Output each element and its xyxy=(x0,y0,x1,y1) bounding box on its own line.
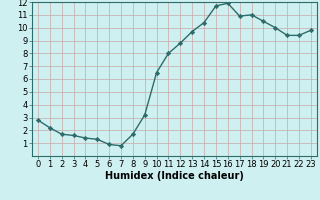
X-axis label: Humidex (Indice chaleur): Humidex (Indice chaleur) xyxy=(105,171,244,181)
